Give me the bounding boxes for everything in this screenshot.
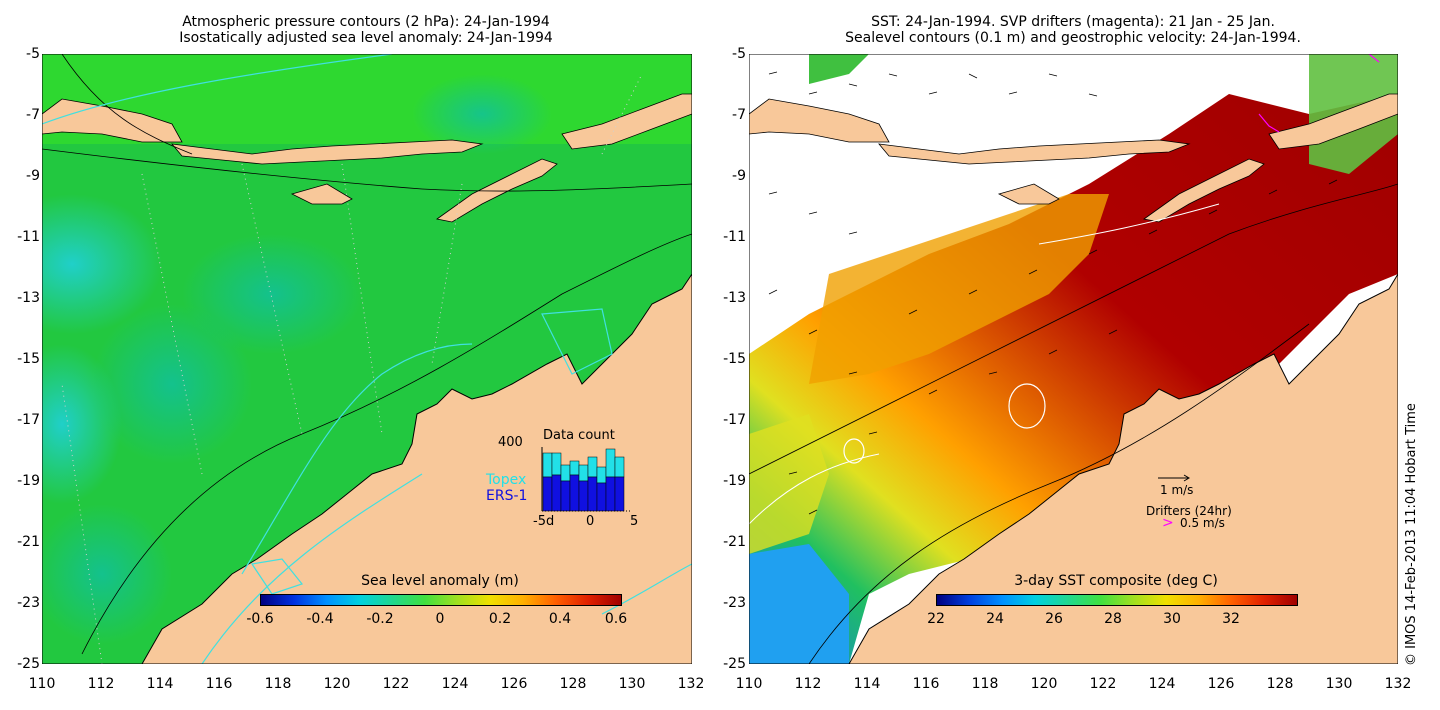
left-title-line2: Isostatically adjusted sea level anomaly…	[179, 30, 553, 46]
left-y-tick-1: -7	[26, 107, 40, 123]
inset-legend-topex: Topex	[486, 472, 527, 488]
left-x-tick-1: 112	[87, 676, 115, 692]
left-cb-tick-1: -0.4	[306, 611, 334, 627]
left-title-line1: Atmospheric pressure contours (2 hPa): 2…	[182, 14, 550, 30]
right-cb-tick-1: 24	[986, 611, 1004, 627]
right-y-tick-6: -17	[723, 412, 746, 428]
right-cb-tick-5: 32	[1222, 611, 1240, 627]
left-x-tick-6: 122	[382, 676, 410, 692]
left-y-tick-10: -25	[17, 656, 40, 672]
right-y-tick-5: -15	[723, 351, 746, 367]
sea-level-anomaly-map	[42, 54, 692, 664]
left-cb-tick-3: 0	[435, 611, 445, 627]
left-colorbar-title: Sea level anomaly (m)	[361, 573, 519, 589]
right-x-tick-7: 124	[1148, 676, 1176, 692]
inset-title: Data count	[543, 428, 615, 443]
left-y-tick-4: -13	[17, 290, 40, 306]
right-y-tick-1: -7	[732, 107, 746, 123]
left-y-tick-5: -15	[17, 351, 40, 367]
right-y-tick-4: -13	[723, 290, 746, 306]
left-y-tick-2: -9	[26, 168, 40, 184]
right-title-line1: SST: 24-Jan-1994. SVP drifters (magenta)…	[871, 14, 1275, 30]
right-title-line2: Sealevel contours (0.1 m) and geostrophi…	[845, 30, 1301, 46]
drifters-label: Drifters (24hr)	[1146, 504, 1232, 518]
right-x-tick-2: 114	[853, 676, 881, 692]
drifter-arrow-icon: >	[1162, 515, 1174, 531]
left-y-tick-8: -21	[17, 534, 40, 550]
right-x-tick-9: 128	[1266, 676, 1294, 692]
sst-map	[749, 54, 1398, 664]
data-count-histogram	[541, 447, 632, 512]
right-x-tick-8: 126	[1207, 676, 1235, 692]
inset-legend-ers: ERS-1	[486, 488, 528, 504]
vector-scale-label: 1 m/s	[1160, 483, 1194, 497]
right-x-tick-11: 132	[1384, 676, 1412, 692]
left-cb-tick-0: -0.6	[246, 611, 274, 627]
right-y-tick-8: -21	[723, 534, 746, 550]
right-x-tick-10: 130	[1325, 676, 1353, 692]
right-cb-tick-3: 28	[1104, 611, 1122, 627]
right-x-tick-0: 110	[735, 676, 763, 692]
inset-x-tick-5: 5	[630, 514, 639, 529]
imos-timestamp: © IMOS 14-Feb-2013 11:04 Hobart Time	[1404, 403, 1419, 666]
left-y-tick-0: -5	[26, 46, 40, 62]
right-x-tick-5: 120	[1030, 676, 1058, 692]
right-x-tick-3: 116	[912, 676, 940, 692]
left-x-tick-4: 118	[264, 676, 292, 692]
inset-y-tick: 400	[498, 435, 523, 450]
right-y-tick-9: -23	[723, 595, 746, 611]
left-x-tick-8: 126	[500, 676, 528, 692]
inset-x-tick-neg5: -5d	[533, 514, 555, 529]
drifters-speed: 0.5 m/s	[1180, 516, 1225, 530]
right-x-tick-1: 112	[794, 676, 822, 692]
left-cb-tick-4: 0.2	[488, 611, 512, 627]
vector-scale-arrow	[1158, 474, 1190, 482]
right-y-tick-7: -19	[723, 473, 746, 489]
histogram-bars	[542, 448, 625, 512]
left-x-tick-3: 116	[205, 676, 233, 692]
right-x-tick-6: 122	[1089, 676, 1117, 692]
left-y-tick-6: -17	[17, 412, 40, 428]
left-x-tick-5: 120	[323, 676, 351, 692]
left-x-tick-2: 114	[146, 676, 174, 692]
left-x-tick-9: 128	[559, 676, 587, 692]
left-x-tick-7: 124	[441, 676, 469, 692]
left-x-tick-0: 110	[28, 676, 56, 692]
right-y-tick-3: -11	[723, 229, 746, 245]
right-cb-tick-4: 30	[1163, 611, 1181, 627]
left-x-tick-10: 130	[618, 676, 646, 692]
sla-colorbar	[260, 594, 622, 606]
right-y-tick-10: -25	[723, 656, 746, 672]
right-cb-tick-2: 26	[1045, 611, 1063, 627]
left-y-tick-3: -11	[17, 229, 40, 245]
left-cb-tick-2: -0.2	[366, 611, 394, 627]
right-y-tick-2: -9	[732, 168, 746, 184]
left-cb-tick-5: 0.4	[548, 611, 572, 627]
right-y-tick-0: -5	[732, 46, 746, 62]
sst-colorbar	[936, 594, 1298, 606]
left-y-tick-9: -23	[17, 595, 40, 611]
left-cb-tick-6: 0.6	[604, 611, 628, 627]
left-x-tick-11: 132	[677, 676, 705, 692]
inset-x-tick-0: 0	[586, 514, 595, 529]
right-colorbar-title: 3-day SST composite (deg C)	[1014, 573, 1218, 589]
left-y-tick-7: -19	[17, 473, 40, 489]
right-x-tick-4: 118	[971, 676, 999, 692]
right-cb-tick-0: 22	[927, 611, 945, 627]
